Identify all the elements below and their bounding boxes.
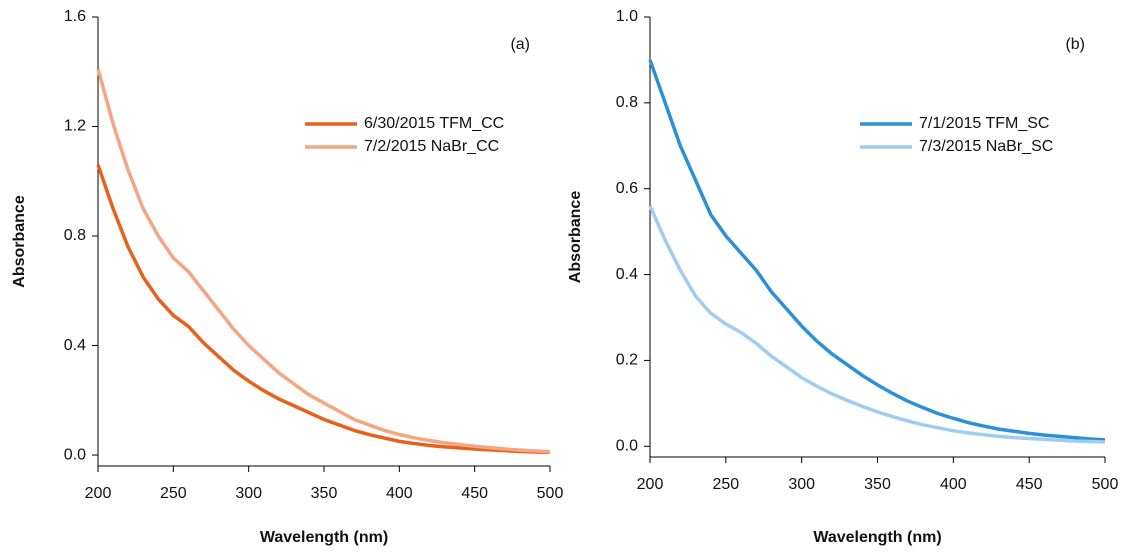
x-tick-label: 500 xyxy=(537,485,564,502)
panel-label: (b) xyxy=(1065,36,1085,53)
x-tick-label: 450 xyxy=(461,485,488,502)
y-tick-label: 0.6 xyxy=(616,180,638,197)
data-line xyxy=(648,59,1106,442)
y-axis-title: Absorbance xyxy=(11,195,28,288)
y-tick-label: 0.8 xyxy=(64,227,86,244)
data-line xyxy=(96,164,551,455)
y-tick-label: 0.0 xyxy=(64,446,86,463)
y-tick-label: 1.6 xyxy=(64,8,86,25)
x-tick-label: 350 xyxy=(864,476,891,493)
x-tick-label: 250 xyxy=(160,485,187,502)
y-tick-label: 0.8 xyxy=(616,94,638,111)
x-tick-label: 300 xyxy=(788,476,815,493)
x-tick-label: 200 xyxy=(637,476,664,493)
y-tick-label: 0.4 xyxy=(64,337,86,354)
x-tick-label: 200 xyxy=(85,485,112,502)
y-tick-label: 0.2 xyxy=(616,352,638,369)
x-tick-label: 400 xyxy=(386,485,413,502)
x-tick-label: 400 xyxy=(940,476,967,493)
legend-label: 7/1/2015 TFM_SC xyxy=(919,115,1049,132)
x-tick-label: 500 xyxy=(1092,476,1119,493)
legend-label: 7/3/2015 NaBr_SC xyxy=(919,138,1053,155)
x-tick-label: 450 xyxy=(1016,476,1043,493)
y-tick-label: 1.0 xyxy=(616,8,638,25)
x-tick-label: 350 xyxy=(311,485,338,502)
data-line xyxy=(648,205,1106,444)
legend-label: 6/30/2015 TFM_CC xyxy=(364,115,504,132)
panel-label: (a) xyxy=(510,36,530,53)
x-axis-title: Wavelength (nm) xyxy=(813,529,941,546)
y-tick-label: 0.4 xyxy=(616,266,638,283)
data-line xyxy=(96,68,551,454)
x-axis-title: Wavelength (nm) xyxy=(260,529,388,546)
y-axis-title: Absorbance xyxy=(567,191,584,284)
x-tick-label: 300 xyxy=(235,485,262,502)
x-tick-label: 250 xyxy=(712,476,739,493)
y-tick-label: 0.0 xyxy=(616,437,638,454)
y-tick-label: 1.2 xyxy=(64,118,86,135)
legend-label: 7/2/2015 NaBr_CC xyxy=(364,138,499,155)
